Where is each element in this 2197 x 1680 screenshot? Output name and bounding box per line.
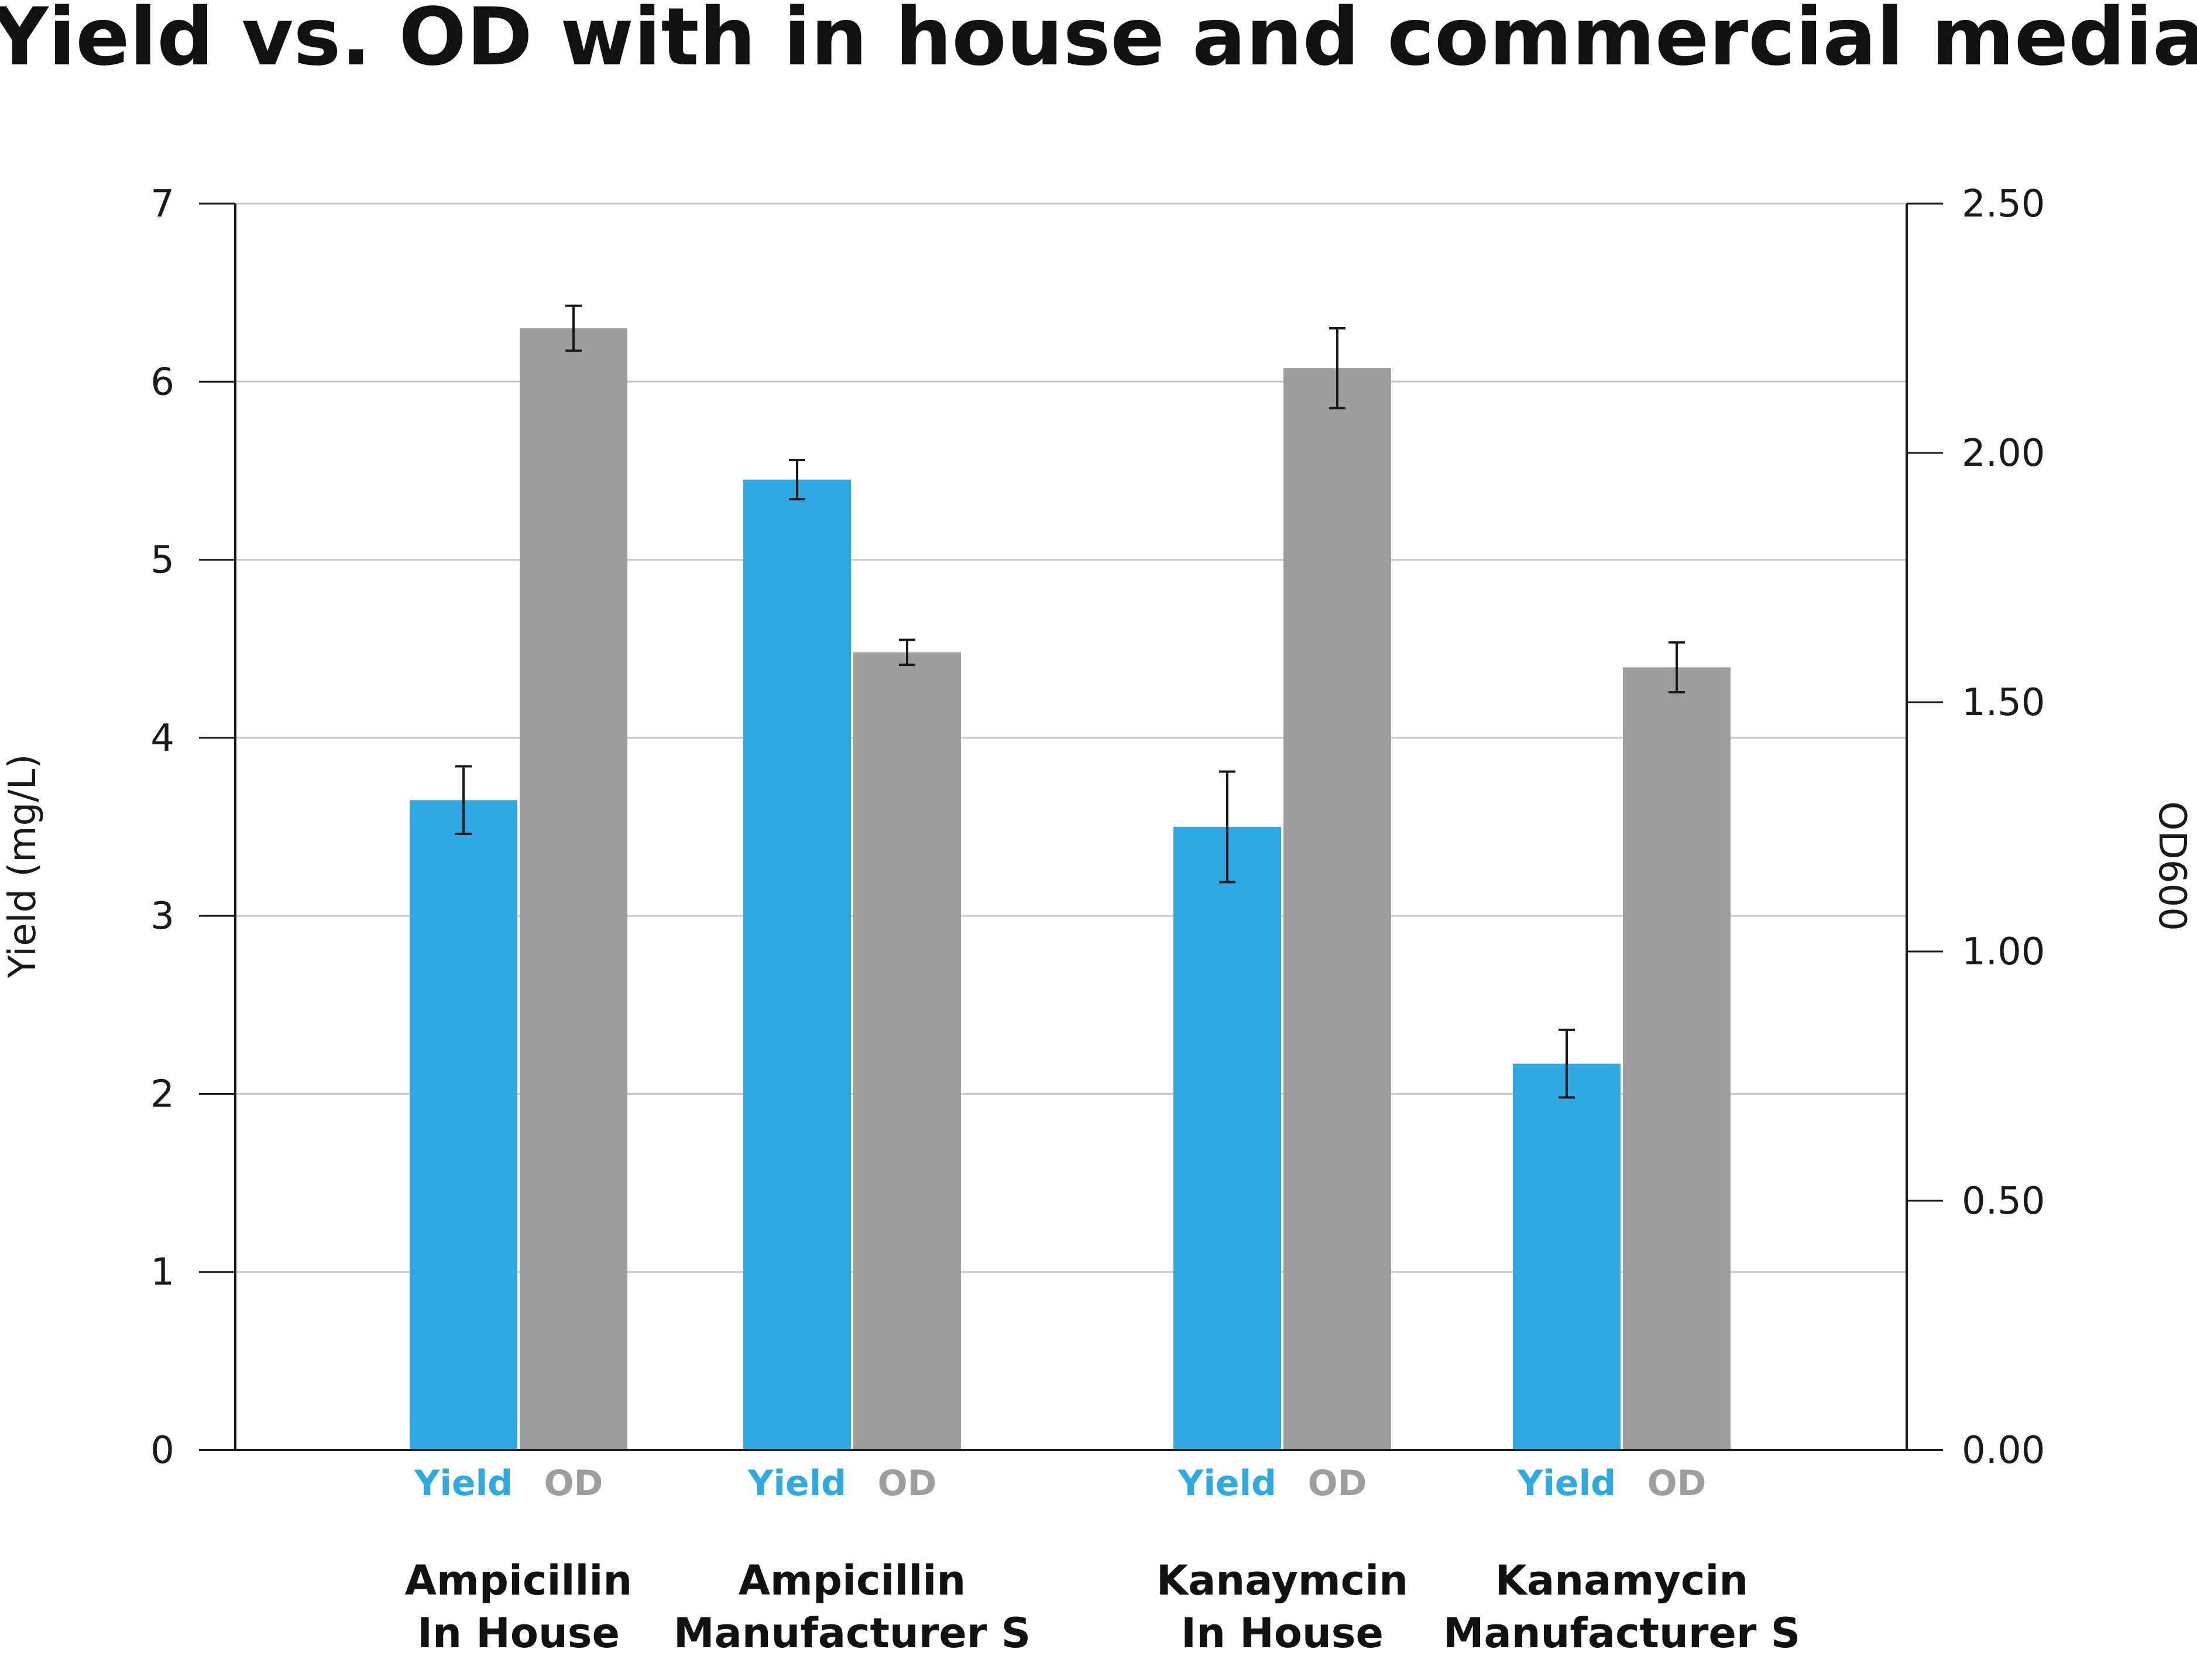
category-label-line1: Ampicillin (405, 1557, 633, 1605)
bar-od-1 (520, 328, 627, 1450)
category-label-line2: Manufacturer S (1443, 1609, 1800, 1657)
y-left-tick-label: 5 (150, 539, 174, 582)
bar-yield-1 (410, 800, 517, 1450)
bar-series-label: Yield (1178, 1463, 1276, 1504)
y-left-tick-label: 3 (150, 895, 174, 938)
bar-od-4 (1623, 667, 1731, 1450)
category-label-line1: Kanamycin (1495, 1557, 1748, 1605)
category-label-line2: In House (417, 1609, 620, 1657)
y-left-tick-label: 1 (150, 1251, 174, 1294)
bar-yield-4 (1513, 1064, 1621, 1450)
bar-series-label: Yield (1517, 1463, 1616, 1504)
category-label-line2: In House (1181, 1609, 1384, 1657)
y-left-tick-label: 7 (150, 183, 174, 226)
y-right-tick-label: 1.50 (1962, 681, 2045, 724)
y-left-tick-label: 0 (150, 1429, 174, 1472)
bar-yield-2 (743, 480, 851, 1450)
y-right-tick-label: 0.50 (1962, 1180, 2045, 1223)
y-right-tick-label: 0.00 (1962, 1429, 2045, 1472)
y-axis-left-label: Yield (mg/L) (1, 754, 44, 979)
y-left-tick-label: 4 (150, 717, 174, 760)
bar-yield-3 (1173, 827, 1281, 1450)
chart-title: Yield vs. OD with in house and commercia… (0, 0, 2197, 84)
y-right-tick-label: 1.00 (1962, 930, 2045, 974)
bar-series-label: OD (1647, 1463, 1707, 1504)
bar-od-2 (853, 652, 961, 1450)
bar-series-label: OD (1308, 1463, 1367, 1504)
bars (410, 306, 1731, 1450)
bar-series-label: Yield (414, 1463, 513, 1504)
y-right-tick-label: 2.00 (1962, 432, 2045, 475)
y-right-tick-label: 2.50 (1962, 183, 2045, 226)
category-label-line1: Kanaymcin (1156, 1557, 1408, 1605)
bar-series-label: OD (544, 1463, 603, 1504)
bar-series-label: OD (878, 1463, 937, 1504)
category-label-line2: Manufacturer S (674, 1609, 1031, 1657)
y-left-tick-label: 6 (150, 360, 174, 404)
category-label-line1: Ampicillin (739, 1557, 966, 1605)
y-left-tick-label: 2 (150, 1073, 174, 1116)
bar-series-label: Yield (747, 1463, 846, 1504)
y-axis-right-label: OD600 (2150, 801, 2193, 931)
chart: Yield vs. OD with in house and commercia… (0, 0, 2197, 1680)
bar-od-3 (1283, 368, 1391, 1450)
